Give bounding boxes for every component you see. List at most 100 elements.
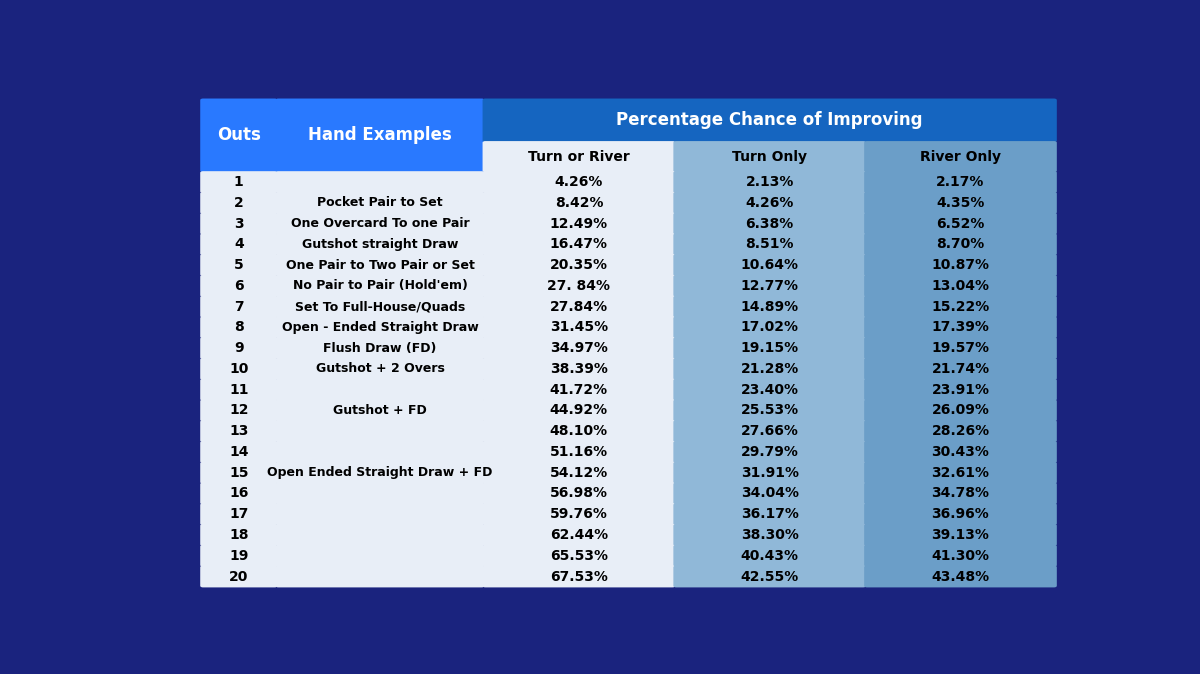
Text: 19: 19 xyxy=(229,549,248,563)
Text: Set To Full-House/Quads: Set To Full-House/Quads xyxy=(295,300,466,313)
FancyBboxPatch shape xyxy=(673,192,866,214)
FancyBboxPatch shape xyxy=(200,379,277,400)
FancyBboxPatch shape xyxy=(276,421,485,442)
FancyBboxPatch shape xyxy=(200,275,277,297)
FancyBboxPatch shape xyxy=(673,358,866,380)
FancyBboxPatch shape xyxy=(276,545,485,567)
Text: 56.98%: 56.98% xyxy=(550,487,608,501)
FancyBboxPatch shape xyxy=(276,462,485,484)
FancyBboxPatch shape xyxy=(673,524,866,546)
Text: Percentage Chance of Improving: Percentage Chance of Improving xyxy=(617,111,923,129)
Text: 28.26%: 28.26% xyxy=(931,424,990,438)
Text: 17.39%: 17.39% xyxy=(931,320,990,334)
FancyBboxPatch shape xyxy=(200,337,277,359)
Text: 17.02%: 17.02% xyxy=(740,320,799,334)
FancyBboxPatch shape xyxy=(864,524,1057,546)
Text: 40.43%: 40.43% xyxy=(740,549,799,563)
FancyBboxPatch shape xyxy=(276,441,485,463)
FancyBboxPatch shape xyxy=(276,317,485,338)
FancyBboxPatch shape xyxy=(673,379,866,400)
FancyBboxPatch shape xyxy=(864,400,1057,421)
FancyBboxPatch shape xyxy=(864,171,1057,193)
Text: 34.78%: 34.78% xyxy=(931,487,990,501)
FancyBboxPatch shape xyxy=(276,400,485,421)
FancyBboxPatch shape xyxy=(864,254,1057,276)
FancyBboxPatch shape xyxy=(864,421,1057,442)
FancyBboxPatch shape xyxy=(482,337,676,359)
Text: 59.76%: 59.76% xyxy=(550,508,608,521)
Text: 12.49%: 12.49% xyxy=(550,216,608,231)
Text: 8: 8 xyxy=(234,320,244,334)
FancyBboxPatch shape xyxy=(482,275,676,297)
FancyBboxPatch shape xyxy=(864,317,1057,338)
Text: Gutshot straight Draw: Gutshot straight Draw xyxy=(301,238,458,251)
Text: 12: 12 xyxy=(229,404,248,417)
Text: 4.26%: 4.26% xyxy=(554,175,604,189)
FancyBboxPatch shape xyxy=(276,483,485,504)
Text: 36.17%: 36.17% xyxy=(740,508,799,521)
FancyBboxPatch shape xyxy=(673,317,866,338)
FancyBboxPatch shape xyxy=(276,565,485,588)
Text: 43.48%: 43.48% xyxy=(931,570,990,584)
Text: 16.47%: 16.47% xyxy=(550,237,608,251)
Text: 41.30%: 41.30% xyxy=(931,549,990,563)
Text: 11: 11 xyxy=(229,383,248,397)
FancyBboxPatch shape xyxy=(864,213,1057,235)
Text: Hand Examples: Hand Examples xyxy=(308,126,452,144)
Text: 13.04%: 13.04% xyxy=(931,279,990,293)
Text: 25.53%: 25.53% xyxy=(740,404,799,417)
FancyBboxPatch shape xyxy=(482,441,676,463)
FancyBboxPatch shape xyxy=(673,337,866,359)
FancyBboxPatch shape xyxy=(673,233,866,255)
Text: 67.53%: 67.53% xyxy=(550,570,608,584)
FancyBboxPatch shape xyxy=(276,233,485,255)
Text: 3: 3 xyxy=(234,216,244,231)
FancyBboxPatch shape xyxy=(276,337,485,359)
FancyBboxPatch shape xyxy=(673,483,866,504)
Text: 16: 16 xyxy=(229,487,248,501)
Text: 2.17%: 2.17% xyxy=(936,175,985,189)
FancyBboxPatch shape xyxy=(864,192,1057,214)
FancyBboxPatch shape xyxy=(864,358,1057,380)
FancyBboxPatch shape xyxy=(276,192,485,214)
Text: 41.72%: 41.72% xyxy=(550,383,608,397)
FancyBboxPatch shape xyxy=(864,379,1057,400)
Text: 8.42%: 8.42% xyxy=(554,196,604,210)
Text: 5: 5 xyxy=(234,258,244,272)
Text: 19.57%: 19.57% xyxy=(931,341,990,355)
Text: 20.35%: 20.35% xyxy=(550,258,608,272)
FancyBboxPatch shape xyxy=(200,400,277,421)
FancyBboxPatch shape xyxy=(200,192,277,214)
FancyBboxPatch shape xyxy=(482,421,676,442)
FancyBboxPatch shape xyxy=(673,296,866,317)
Text: Open - Ended Straight Draw: Open - Ended Straight Draw xyxy=(282,321,479,334)
FancyBboxPatch shape xyxy=(864,141,1057,173)
Text: 21.28%: 21.28% xyxy=(740,362,799,376)
FancyBboxPatch shape xyxy=(864,503,1057,525)
Text: 23.91%: 23.91% xyxy=(931,383,990,397)
Text: 13: 13 xyxy=(229,424,248,438)
Text: 27.66%: 27.66% xyxy=(740,424,799,438)
Text: 42.55%: 42.55% xyxy=(740,570,799,584)
FancyBboxPatch shape xyxy=(200,545,277,567)
Text: 4.35%: 4.35% xyxy=(936,196,985,210)
FancyBboxPatch shape xyxy=(200,462,277,484)
FancyBboxPatch shape xyxy=(673,141,866,173)
Text: 51.16%: 51.16% xyxy=(550,445,608,459)
Text: One Overcard To one Pair: One Overcard To one Pair xyxy=(290,217,469,230)
Text: 2.13%: 2.13% xyxy=(745,175,794,189)
Text: 17: 17 xyxy=(229,508,248,521)
FancyBboxPatch shape xyxy=(200,483,277,504)
FancyBboxPatch shape xyxy=(673,421,866,442)
FancyBboxPatch shape xyxy=(200,213,277,235)
Text: 34.97%: 34.97% xyxy=(550,341,608,355)
Text: 31.91%: 31.91% xyxy=(740,466,799,480)
Text: 65.53%: 65.53% xyxy=(550,549,608,563)
FancyBboxPatch shape xyxy=(276,358,485,380)
FancyBboxPatch shape xyxy=(864,545,1057,567)
FancyBboxPatch shape xyxy=(864,275,1057,297)
Text: 12.77%: 12.77% xyxy=(740,279,799,293)
Text: River Only: River Only xyxy=(920,150,1001,164)
FancyBboxPatch shape xyxy=(482,400,676,421)
Text: 10.87%: 10.87% xyxy=(931,258,990,272)
